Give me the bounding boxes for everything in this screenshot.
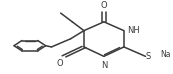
Text: NH: NH [128,26,140,34]
Text: N: N [101,61,107,70]
Text: O: O [101,1,107,10]
Text: Na: Na [161,50,171,59]
Text: O: O [56,59,63,68]
Text: S: S [146,52,151,61]
